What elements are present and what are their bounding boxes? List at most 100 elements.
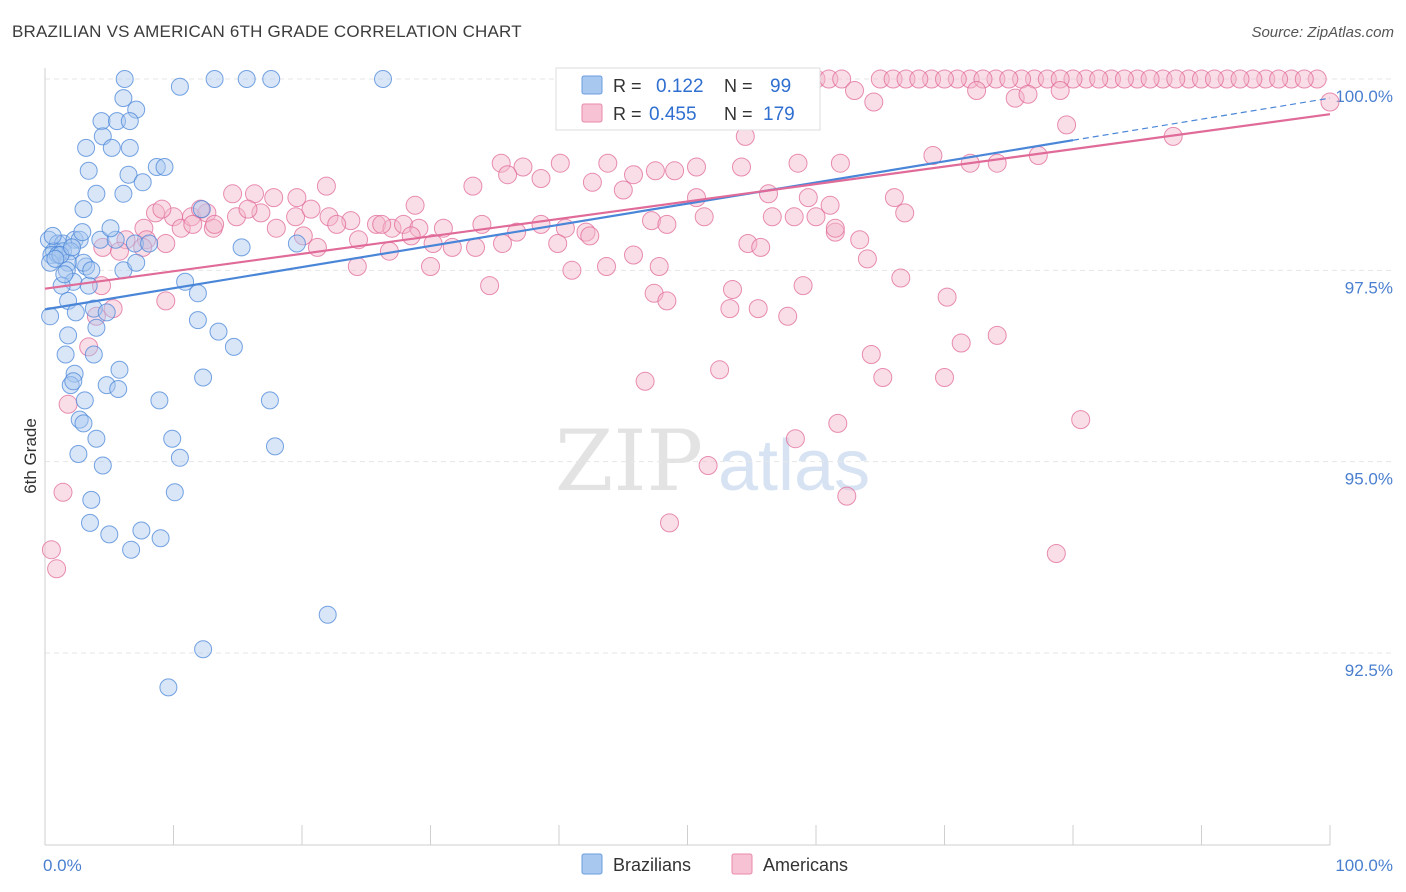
brazilian-point (115, 70, 134, 88)
american-point (405, 195, 425, 215)
brazilian-point (120, 138, 139, 157)
brazilian-point (224, 337, 243, 356)
american-point (316, 176, 336, 196)
american-point (341, 211, 361, 231)
x-tick-label: 0.0% (43, 856, 82, 875)
american-point (1005, 88, 1025, 108)
bottom-legend-americans: Americans (763, 855, 848, 875)
american-point (110, 241, 129, 261)
american-point (582, 172, 602, 192)
american-point (307, 237, 327, 257)
brazilian-point (63, 238, 81, 257)
brazilian-point (109, 380, 128, 398)
brazilian-point (74, 253, 93, 272)
brazilian-point (120, 112, 139, 131)
american-point (967, 81, 987, 100)
brazilian-point (127, 100, 146, 119)
american-point (1071, 410, 1091, 430)
american-point (156, 291, 176, 311)
legend-r-label-1: R = (613, 76, 642, 96)
y-tick-labels: 92.5% 95.0% 97.5% 100.0% (1335, 87, 1393, 680)
american-point (987, 153, 1007, 173)
american-point (1320, 92, 1340, 112)
brazilian-point (91, 230, 110, 249)
american-point (999, 69, 1019, 89)
trend-line-brazilians (44, 139, 1074, 311)
brazilian-point (232, 238, 251, 257)
american-point (857, 249, 877, 269)
brazilian-point (165, 483, 184, 502)
american-point (1050, 69, 1070, 89)
american-point (951, 333, 971, 353)
brazilian-point (81, 513, 99, 532)
legend-n-label-1: N = (724, 76, 753, 96)
american-point (987, 325, 1007, 345)
trend-lines (44, 97, 1331, 311)
brazilian-point (151, 529, 170, 548)
brazilian-point (102, 138, 121, 157)
y-tick-label: 97.5% (1345, 278, 1393, 297)
american-point (183, 214, 203, 234)
brazilian-point (374, 70, 392, 88)
american-point (1114, 69, 1134, 89)
american-point (837, 486, 857, 506)
american-point (864, 92, 884, 112)
american-point (1166, 69, 1186, 89)
american-point (286, 207, 306, 227)
american-point (251, 203, 271, 223)
brazilian-point (318, 605, 337, 624)
american-point (1294, 69, 1314, 89)
american-point (319, 207, 339, 227)
watermark-zip: ZIP (555, 412, 703, 510)
american-point (238, 199, 258, 219)
brazilian-point (55, 265, 74, 284)
american-point (884, 188, 904, 208)
american-point (973, 69, 993, 89)
american-point (463, 176, 483, 196)
american-point (513, 157, 533, 177)
brazilian-point (77, 138, 96, 157)
american-point (1307, 69, 1327, 89)
american-point (828, 413, 848, 433)
american-point (873, 368, 893, 387)
american-point (1269, 69, 1289, 89)
brazilian-point (205, 70, 224, 88)
american-point (613, 180, 633, 200)
american-point (394, 214, 413, 234)
american-point (751, 237, 771, 257)
american-point (732, 157, 751, 177)
brazilian-point (194, 640, 213, 659)
american-point (642, 211, 661, 231)
american-point (759, 184, 778, 204)
american-point (649, 257, 669, 276)
brazilian-point (170, 448, 189, 467)
brazilian-point (147, 158, 166, 176)
american-point (784, 207, 804, 227)
brazilian-point (93, 456, 112, 475)
series-brazilians-points (39, 70, 392, 697)
american-point (710, 360, 730, 380)
trend-line-americans (44, 113, 1331, 290)
brazilian-point (87, 318, 106, 337)
brazilian-point (106, 230, 125, 249)
american-point (205, 214, 225, 234)
legend-swatch-americans (581, 103, 603, 123)
brazilian-point (163, 429, 182, 448)
american-point (895, 203, 915, 223)
brazilian-point (125, 234, 144, 253)
brazilian-point (75, 391, 94, 410)
american-point (935, 69, 954, 89)
bottom-legend-brazilians: Brazilians (613, 855, 691, 875)
brazilian-point (46, 249, 65, 268)
y-tick-label: 100.0% (1335, 87, 1393, 106)
american-point (433, 218, 453, 238)
american-point (550, 153, 570, 173)
brazilian-point (127, 253, 146, 272)
american-point (923, 146, 943, 165)
brazilian-point (170, 77, 189, 96)
american-point (580, 226, 600, 246)
american-point (825, 222, 845, 242)
american-point (401, 226, 421, 246)
american-point (825, 218, 845, 238)
american-point (493, 234, 512, 253)
